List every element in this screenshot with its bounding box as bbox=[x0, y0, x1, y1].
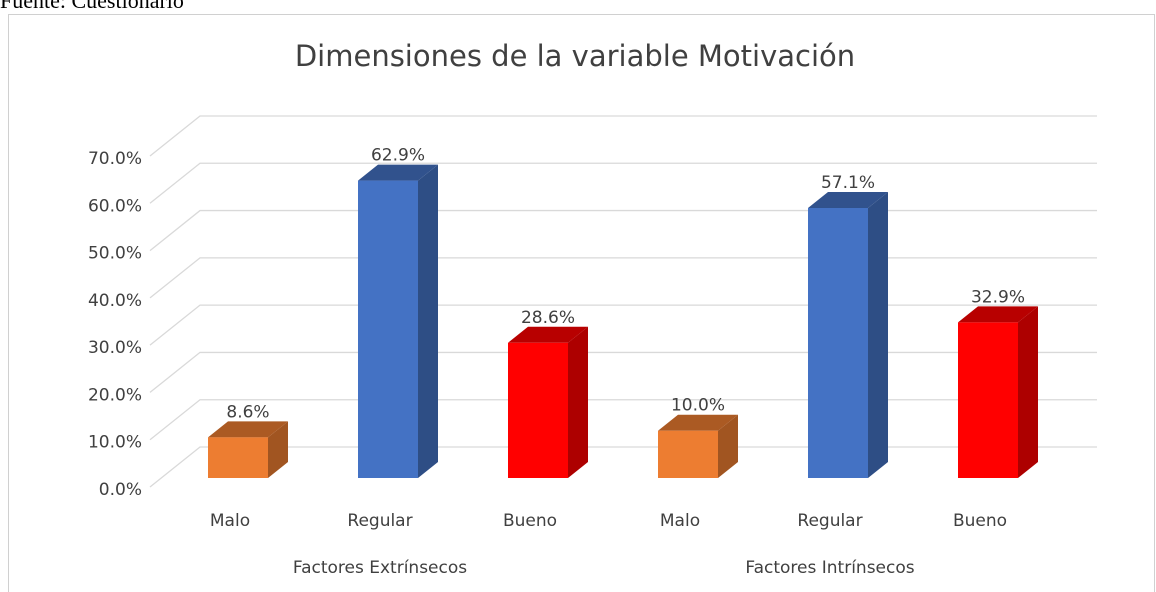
x-tick-label: Regular bbox=[797, 511, 862, 531]
bar-side bbox=[868, 191, 888, 478]
value-label: 57.1% bbox=[821, 173, 875, 193]
bar-side bbox=[418, 164, 438, 478]
x-tick-label: Bueno bbox=[503, 511, 557, 531]
grid-line bbox=[149, 257, 1097, 299]
bar-top bbox=[658, 414, 738, 431]
group-label: Factores Extrínsecos bbox=[293, 558, 467, 578]
grid-line bbox=[149, 399, 1097, 441]
y-tick-label: 50.0% bbox=[88, 244, 142, 264]
bar bbox=[808, 207, 868, 478]
bar-top bbox=[808, 191, 888, 208]
value-label: 8.6% bbox=[226, 402, 269, 422]
grid-line bbox=[149, 115, 1097, 157]
bar bbox=[208, 437, 268, 478]
x-tick-label: Malo bbox=[210, 511, 250, 531]
y-tick-label: 30.0% bbox=[88, 338, 142, 358]
x-tick-label: Regular bbox=[347, 511, 412, 531]
value-label: 28.6% bbox=[521, 308, 575, 328]
grid-line bbox=[149, 162, 1097, 204]
bar bbox=[958, 322, 1018, 478]
grid-line bbox=[149, 304, 1097, 346]
bar-top bbox=[958, 306, 1038, 323]
y-tick-label: 10.0% bbox=[88, 433, 142, 453]
chart-title: Dimensiones de la variable Motivación bbox=[295, 39, 855, 73]
y-tick-label: 40.0% bbox=[88, 291, 142, 311]
chart-border bbox=[8, 14, 1155, 592]
value-label: 62.9% bbox=[371, 146, 425, 166]
y-tick-label: 60.0% bbox=[88, 196, 142, 216]
bar bbox=[358, 180, 418, 478]
value-label: 10.0% bbox=[671, 396, 725, 416]
bar-top bbox=[208, 421, 288, 438]
bar-side bbox=[1018, 306, 1038, 478]
y-tick-label: 20.0% bbox=[88, 385, 142, 405]
y-tick-label: 0.0% bbox=[99, 480, 142, 500]
source-note: Fuente: Cuestionario bbox=[0, 0, 184, 13]
x-tick-label: Bueno bbox=[953, 511, 1007, 531]
grid-line bbox=[149, 351, 1097, 393]
y-tick-label: 70.0% bbox=[88, 149, 142, 169]
x-tick-label: Malo bbox=[660, 511, 700, 531]
bar-side bbox=[718, 414, 738, 478]
group-label: Factores Intrínsecos bbox=[745, 558, 914, 578]
bar-side bbox=[268, 421, 288, 478]
bar bbox=[658, 430, 718, 478]
bar-top bbox=[508, 326, 588, 343]
bar-top bbox=[358, 164, 438, 181]
value-label: 32.9% bbox=[971, 287, 1025, 307]
bar-side bbox=[568, 326, 588, 478]
grid-line bbox=[149, 209, 1097, 252]
bar bbox=[508, 342, 568, 478]
grid-line bbox=[149, 446, 1097, 488]
